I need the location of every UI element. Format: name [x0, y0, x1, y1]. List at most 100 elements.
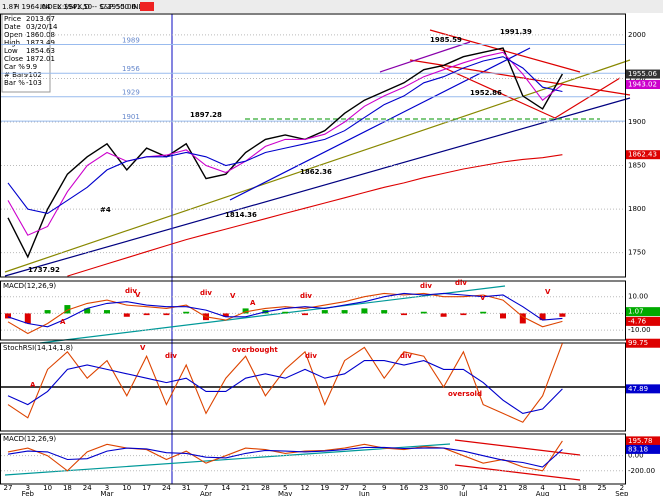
x-tick-label: 25	[598, 484, 607, 492]
end-label: 1862.43	[628, 151, 657, 159]
x-tick-label: 4	[540, 484, 545, 492]
y-tick-label: 1900	[628, 118, 646, 126]
end-label: 195.78	[628, 437, 653, 445]
annotation: #4	[100, 206, 111, 214]
x-tick-label: 7	[461, 484, 465, 492]
series-line	[7, 292, 563, 335]
x-tick-label: 28	[261, 484, 270, 492]
annotation: div	[125, 287, 137, 295]
end-label-box	[626, 384, 660, 394]
change-box	[140, 2, 154, 11]
end-label-box	[626, 444, 660, 454]
histogram-bar	[222, 313, 229, 317]
info-value: 1872.01	[26, 55, 55, 63]
annotation: V	[140, 344, 146, 352]
histogram-bar	[341, 310, 348, 314]
histogram-bar	[381, 310, 388, 314]
trend-line	[4, 97, 631, 277]
panel-label: MACD(12,26,9)	[3, 435, 56, 443]
annotation: 1991.39	[500, 28, 532, 36]
info-label: Low	[4, 47, 18, 55]
annotation: 1737.92	[28, 266, 60, 274]
histogram-bar	[163, 313, 170, 316]
series-line	[7, 360, 563, 414]
histogram-bar	[24, 313, 31, 324]
symbol: INDEX:$SPX,D -- S&P 500 INDEX	[40, 3, 153, 11]
series-line	[7, 51, 563, 236]
end-label-box	[626, 436, 660, 446]
panel-label: MACD(12,26,9)	[3, 282, 56, 290]
trend-line	[4, 59, 631, 273]
annotation: 1952.86	[470, 89, 502, 97]
info-label: Car %	[4, 63, 25, 71]
histogram-bar	[420, 311, 427, 314]
month-label: Aug	[536, 490, 550, 496]
histogram-bar	[440, 313, 447, 317]
trend-line	[379, 41, 471, 73]
x-tick-label: 31	[182, 484, 191, 492]
y-tick-label: 2000	[628, 31, 646, 39]
panel-frame	[0, 433, 626, 485]
x-tick-label: 16	[400, 484, 409, 492]
end-label: 99.75	[628, 339, 648, 347]
end-label-box	[626, 307, 660, 317]
histogram-bar	[401, 313, 407, 316]
x-tick-label: 10	[122, 484, 131, 492]
info-value: 1873.49	[26, 39, 55, 47]
end-label-box	[626, 338, 660, 348]
series-line	[7, 47, 564, 259]
histogram-bar	[64, 305, 71, 314]
end-label: 1.07	[628, 308, 644, 316]
series-line	[7, 292, 563, 328]
x-tick-label: 18	[578, 484, 587, 492]
annotation: div	[305, 352, 317, 360]
info-label: # Bars	[4, 71, 28, 79]
x-tick-label: 12	[301, 484, 310, 492]
month-label: Sep	[615, 490, 629, 496]
info-value: 9.9	[26, 63, 37, 71]
month-label: Jul	[458, 490, 468, 496]
end-label-box	[626, 69, 660, 79]
x-tick-label: 11	[558, 484, 567, 492]
histogram-bar	[480, 311, 487, 314]
trend-lines	[4, 14, 631, 484]
x-tick-label: 9	[382, 484, 386, 492]
annotation: div	[420, 282, 432, 290]
x-tick-label: 7	[204, 484, 208, 492]
x-tick-label: 2	[362, 484, 366, 492]
trend-line	[439, 65, 556, 119]
y-tick-label: -200.00	[628, 467, 655, 475]
panel-label: StochRSI(14,14,1,8)	[3, 344, 73, 352]
y-tick-label: 1750	[628, 249, 646, 257]
x-tick-label: 27	[340, 484, 349, 492]
header-field: 1.87	[2, 3, 18, 11]
annotation: A	[250, 299, 256, 307]
end-label: 83.18	[628, 445, 648, 453]
annotation: 1862.36	[300, 168, 332, 176]
trend-line	[39, 285, 506, 344]
x-tick-label: 24	[162, 484, 171, 492]
y-tick-label: 0.00	[628, 452, 644, 460]
x-tick-label: 18	[63, 484, 72, 492]
histogram-bar	[282, 311, 289, 314]
x-tick-label: 27	[4, 484, 13, 492]
x-tick-label: 14	[221, 484, 230, 492]
histogram-bar	[302, 313, 308, 316]
month-label: Feb	[22, 490, 35, 496]
trend-line	[454, 464, 581, 481]
annotation: A	[30, 381, 36, 389]
info-value: 1854.63	[26, 47, 55, 55]
end-label-box	[626, 150, 660, 160]
y-tick-label: -10.00	[628, 326, 651, 334]
annotation: 1814.36	[225, 211, 257, 219]
histogram-bar	[123, 313, 130, 317]
series-line	[7, 446, 563, 468]
annotation: 1897.28	[190, 111, 222, 119]
histogram-bar	[84, 308, 91, 314]
series-line	[67, 154, 563, 277]
end-label: 1955.06	[628, 70, 657, 78]
y-tick-label: 1800	[628, 205, 646, 213]
annotation: V	[480, 294, 486, 302]
